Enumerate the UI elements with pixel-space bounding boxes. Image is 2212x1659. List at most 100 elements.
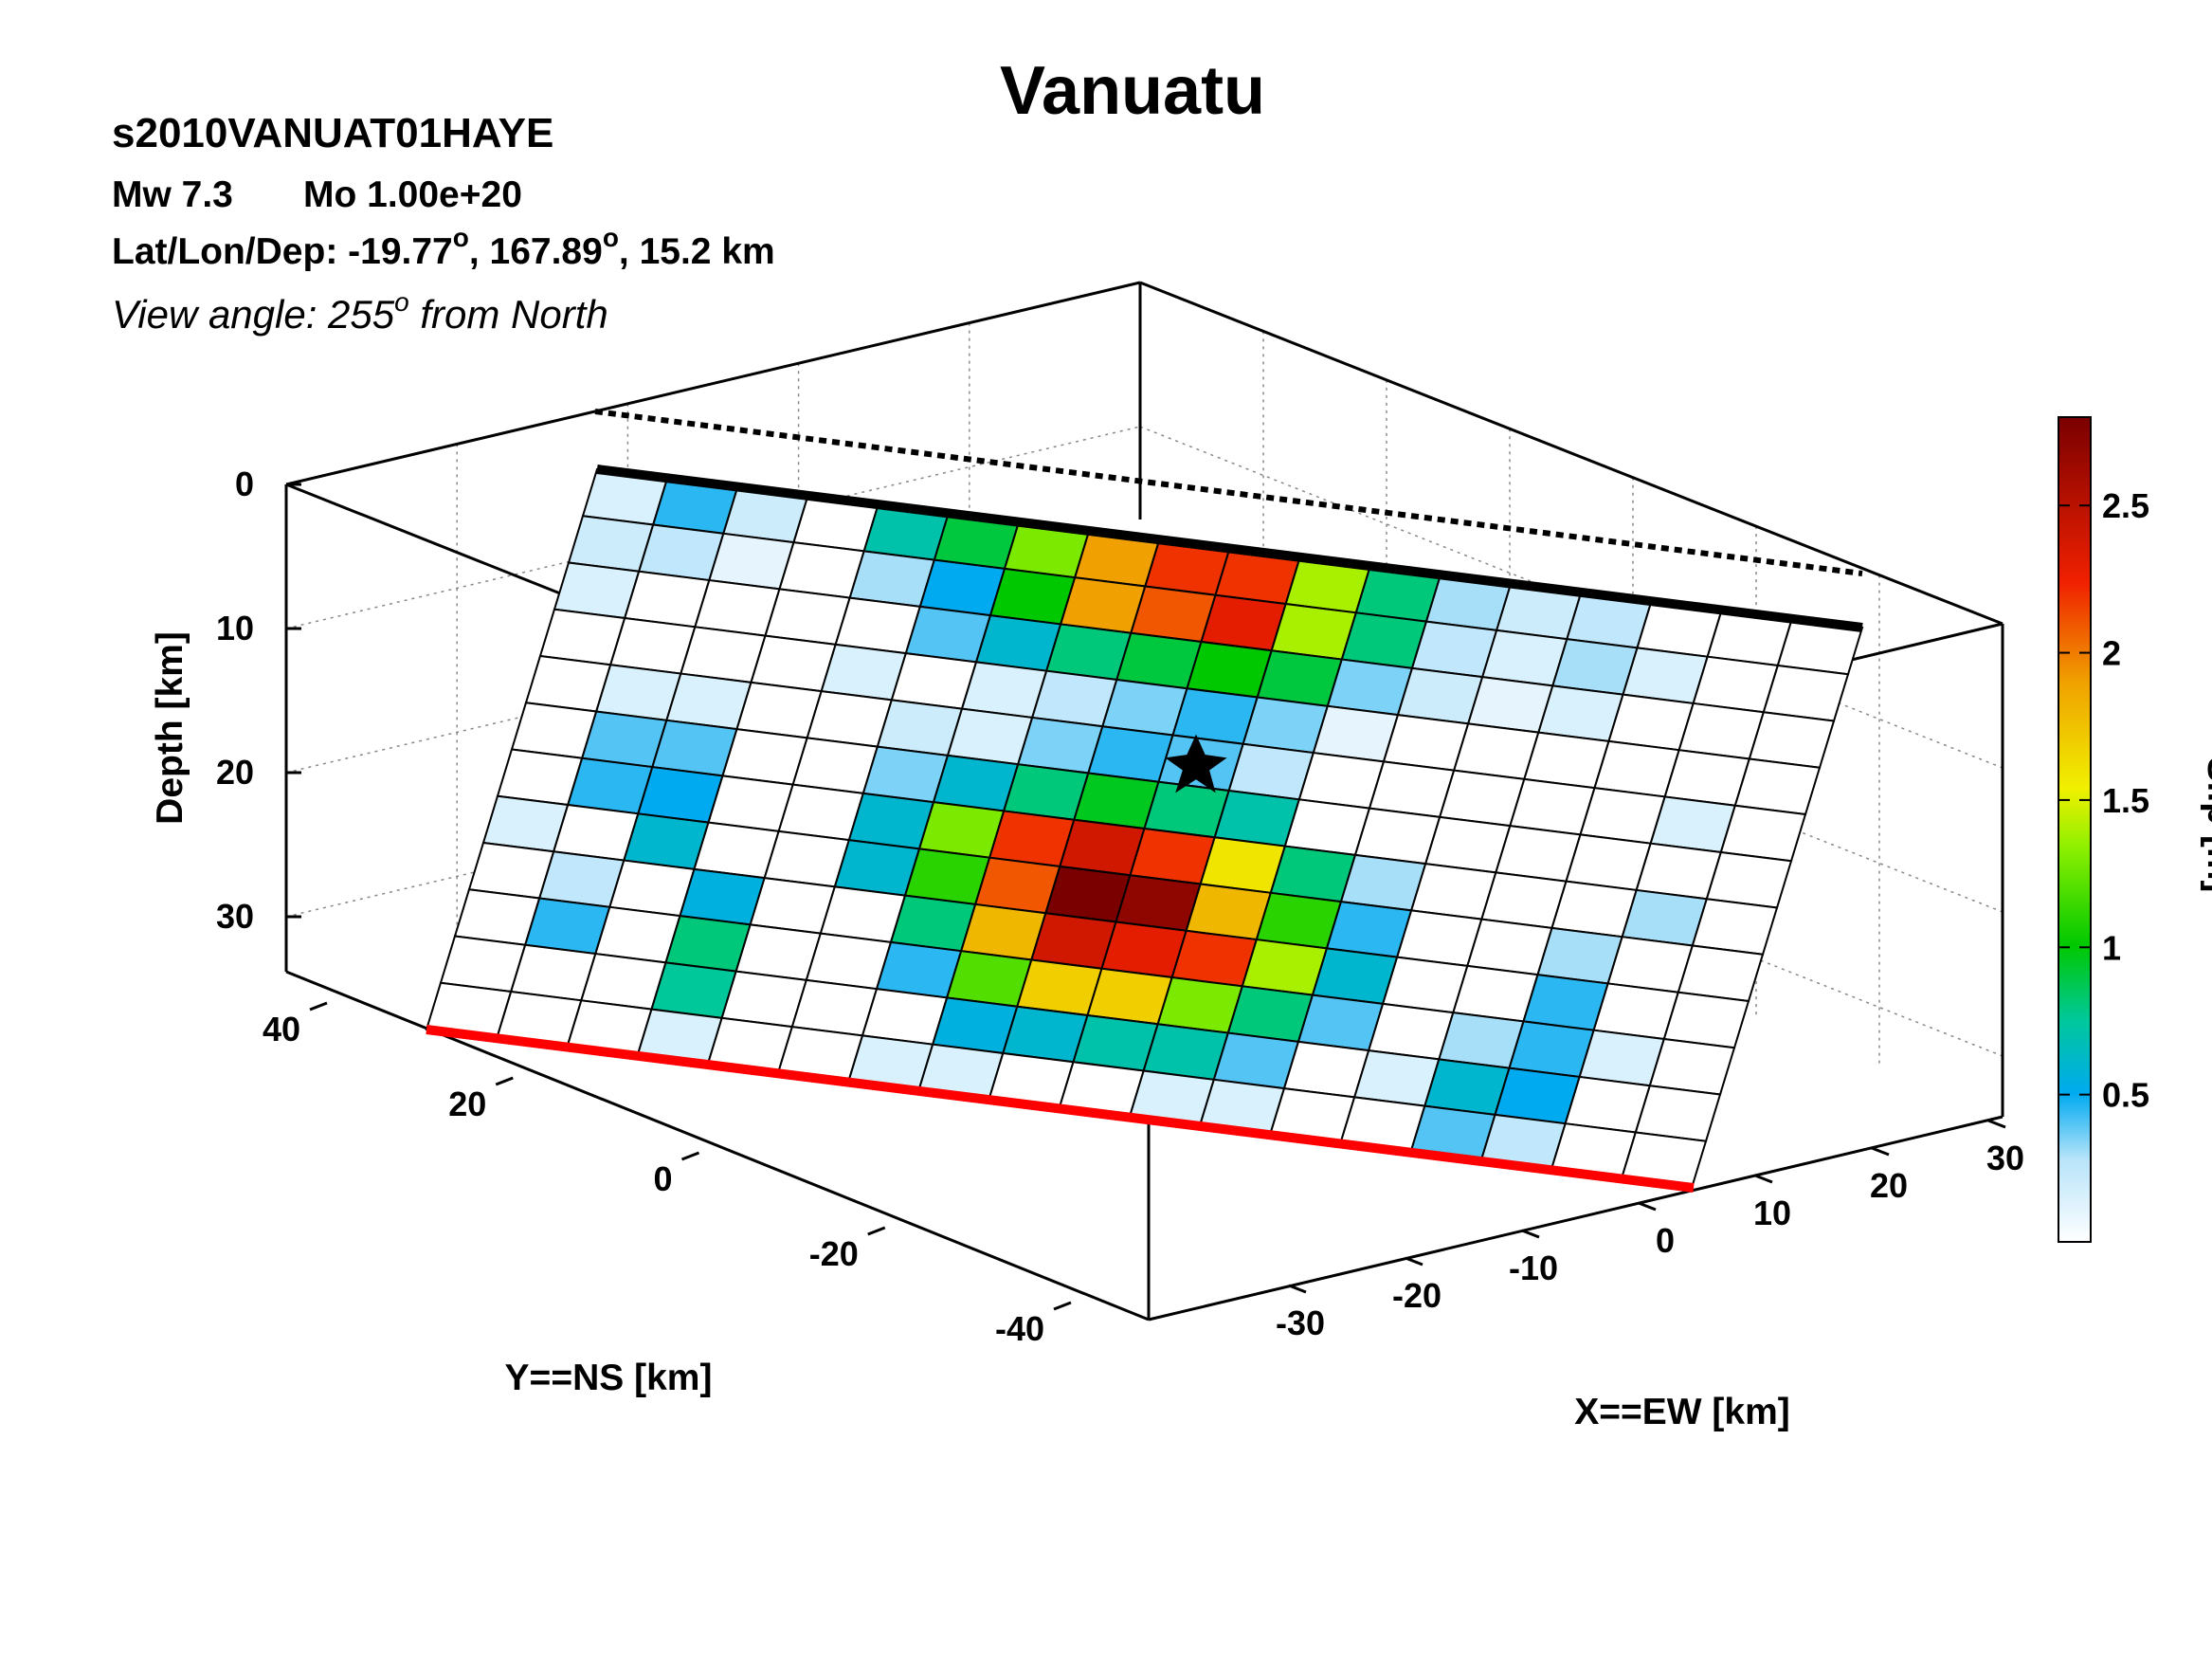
slip-patch [1438, 769, 1526, 828]
slip-patch [1016, 958, 1103, 1017]
ew-tick-mark [1987, 1119, 2006, 1129]
slip-patch [1423, 815, 1512, 874]
surface-trace-projection [594, 409, 1863, 576]
slip-patch [734, 923, 823, 981]
slip-patch [1494, 1066, 1581, 1125]
location-prefix: Lat/Lon/Dep: -19.77 [112, 231, 453, 272]
slip-patch [664, 914, 752, 973]
slip-patch [1282, 1040, 1370, 1099]
slip-patch [623, 812, 710, 870]
slip-patch [1311, 947, 1399, 1005]
slip-patch [819, 885, 907, 944]
slip-patch [1522, 974, 1609, 1031]
slip-patch [945, 950, 1033, 1008]
slip-patch [1256, 649, 1344, 707]
slip-patch [834, 596, 922, 655]
slip-patch [1129, 827, 1216, 885]
slip-patch [1578, 1029, 1666, 1087]
slip-patch [806, 690, 894, 748]
slip-patch [1480, 871, 1568, 930]
slip-patch [1270, 602, 1358, 661]
ew-axis-ticks: -30 -20 -10 0 10 20 30 [1276, 1119, 2024, 1342]
slip-patch [693, 821, 780, 880]
fault-patches [425, 467, 1864, 1190]
slip-patch [1030, 669, 1118, 728]
slip-patch [1691, 898, 1779, 956]
slip-patch [988, 810, 1076, 868]
slip-patch [1592, 982, 1680, 1041]
slip-patch [1142, 1023, 1230, 1081]
ew-tick-label: -30 [1276, 1304, 1325, 1342]
slip-patch [750, 634, 837, 693]
slip-patch [1241, 938, 1329, 996]
ns-tick-mark [495, 1076, 514, 1086]
slip-patch [538, 608, 626, 666]
depth-tick-label: 0 [235, 465, 254, 503]
slip-patch [1002, 1005, 1089, 1064]
slip-patch [537, 850, 626, 908]
slip-patch [1339, 853, 1427, 912]
slip-patch [721, 727, 808, 786]
slip-patch [777, 783, 865, 842]
ew-tick-mark [1754, 1174, 1773, 1184]
slip-patch [453, 888, 541, 946]
ew-tick-label: 10 [1753, 1194, 1791, 1232]
slip-patch [988, 567, 1077, 626]
slip-patch [861, 745, 950, 804]
depth-tick-label: 10 [216, 609, 254, 647]
slip-patch [1030, 912, 1117, 970]
slip-patch [1382, 713, 1470, 772]
ew-tick-label: 30 [1986, 1139, 2024, 1177]
slip-patch [903, 848, 991, 906]
slip-patch [1565, 833, 1652, 892]
slip-patch [1283, 798, 1371, 856]
hypocenter-star-icon [1165, 734, 1227, 793]
slip-patch [650, 961, 737, 1019]
slip-patch [1410, 620, 1498, 679]
fault-bottom-edge [426, 1025, 1695, 1193]
slip-patch [1352, 1049, 1441, 1107]
slip-patch [1452, 722, 1540, 780]
ew-axis-label: X==EW [km] [1574, 1392, 1790, 1432]
slip-patch [1044, 865, 1132, 923]
slip-patch [932, 754, 1020, 812]
location-mid: , 167.89 [469, 231, 603, 272]
colorbar-tick-label: 2.5 [2102, 486, 2149, 525]
ns-tick-mark [1053, 1301, 1072, 1311]
fault-top-edge [596, 465, 1863, 632]
slip-patch [694, 578, 781, 637]
slip-patch [552, 803, 640, 862]
slip-patch [1087, 725, 1174, 783]
slip-patch [1662, 991, 1750, 1049]
slip-patch [1101, 678, 1188, 737]
slip-patch [805, 932, 893, 991]
slip-patch [1367, 1002, 1455, 1061]
slip-patch [749, 877, 837, 935]
box-edge-top-left [285, 281, 1141, 486]
slip-patch [960, 661, 1048, 720]
slip-patch [931, 996, 1019, 1055]
slip-patch [1115, 874, 1202, 932]
slip-patch [1423, 1058, 1511, 1117]
ns-axis-ticks: 40 20 0 -20 -40 [263, 1001, 1072, 1348]
depth-tick-label: 30 [216, 897, 254, 936]
slip-patch [707, 775, 794, 832]
slip-patch [1171, 687, 1259, 745]
slip-patch [1073, 772, 1160, 830]
slip-patch [1677, 702, 1766, 760]
slip-patch [890, 652, 978, 710]
slip-patch [1072, 1013, 1159, 1072]
slip-patch [1537, 684, 1624, 743]
slip-patch [1634, 1085, 1722, 1142]
chart-title: Vanuatu [1000, 53, 1265, 129]
degree-mark-lat: o [453, 223, 469, 252]
view-prefix: View angle: 255 [112, 292, 395, 337]
colorbar-tick-label: 0.5 [2102, 1076, 2149, 1115]
ew-tick-label: 0 [1656, 1221, 1675, 1260]
slip-patch [1622, 647, 1709, 705]
view-suffix: from North [409, 292, 608, 337]
slip-patch [1648, 1037, 1736, 1096]
slip-patch [875, 940, 963, 999]
slip-patch [1719, 804, 1807, 863]
